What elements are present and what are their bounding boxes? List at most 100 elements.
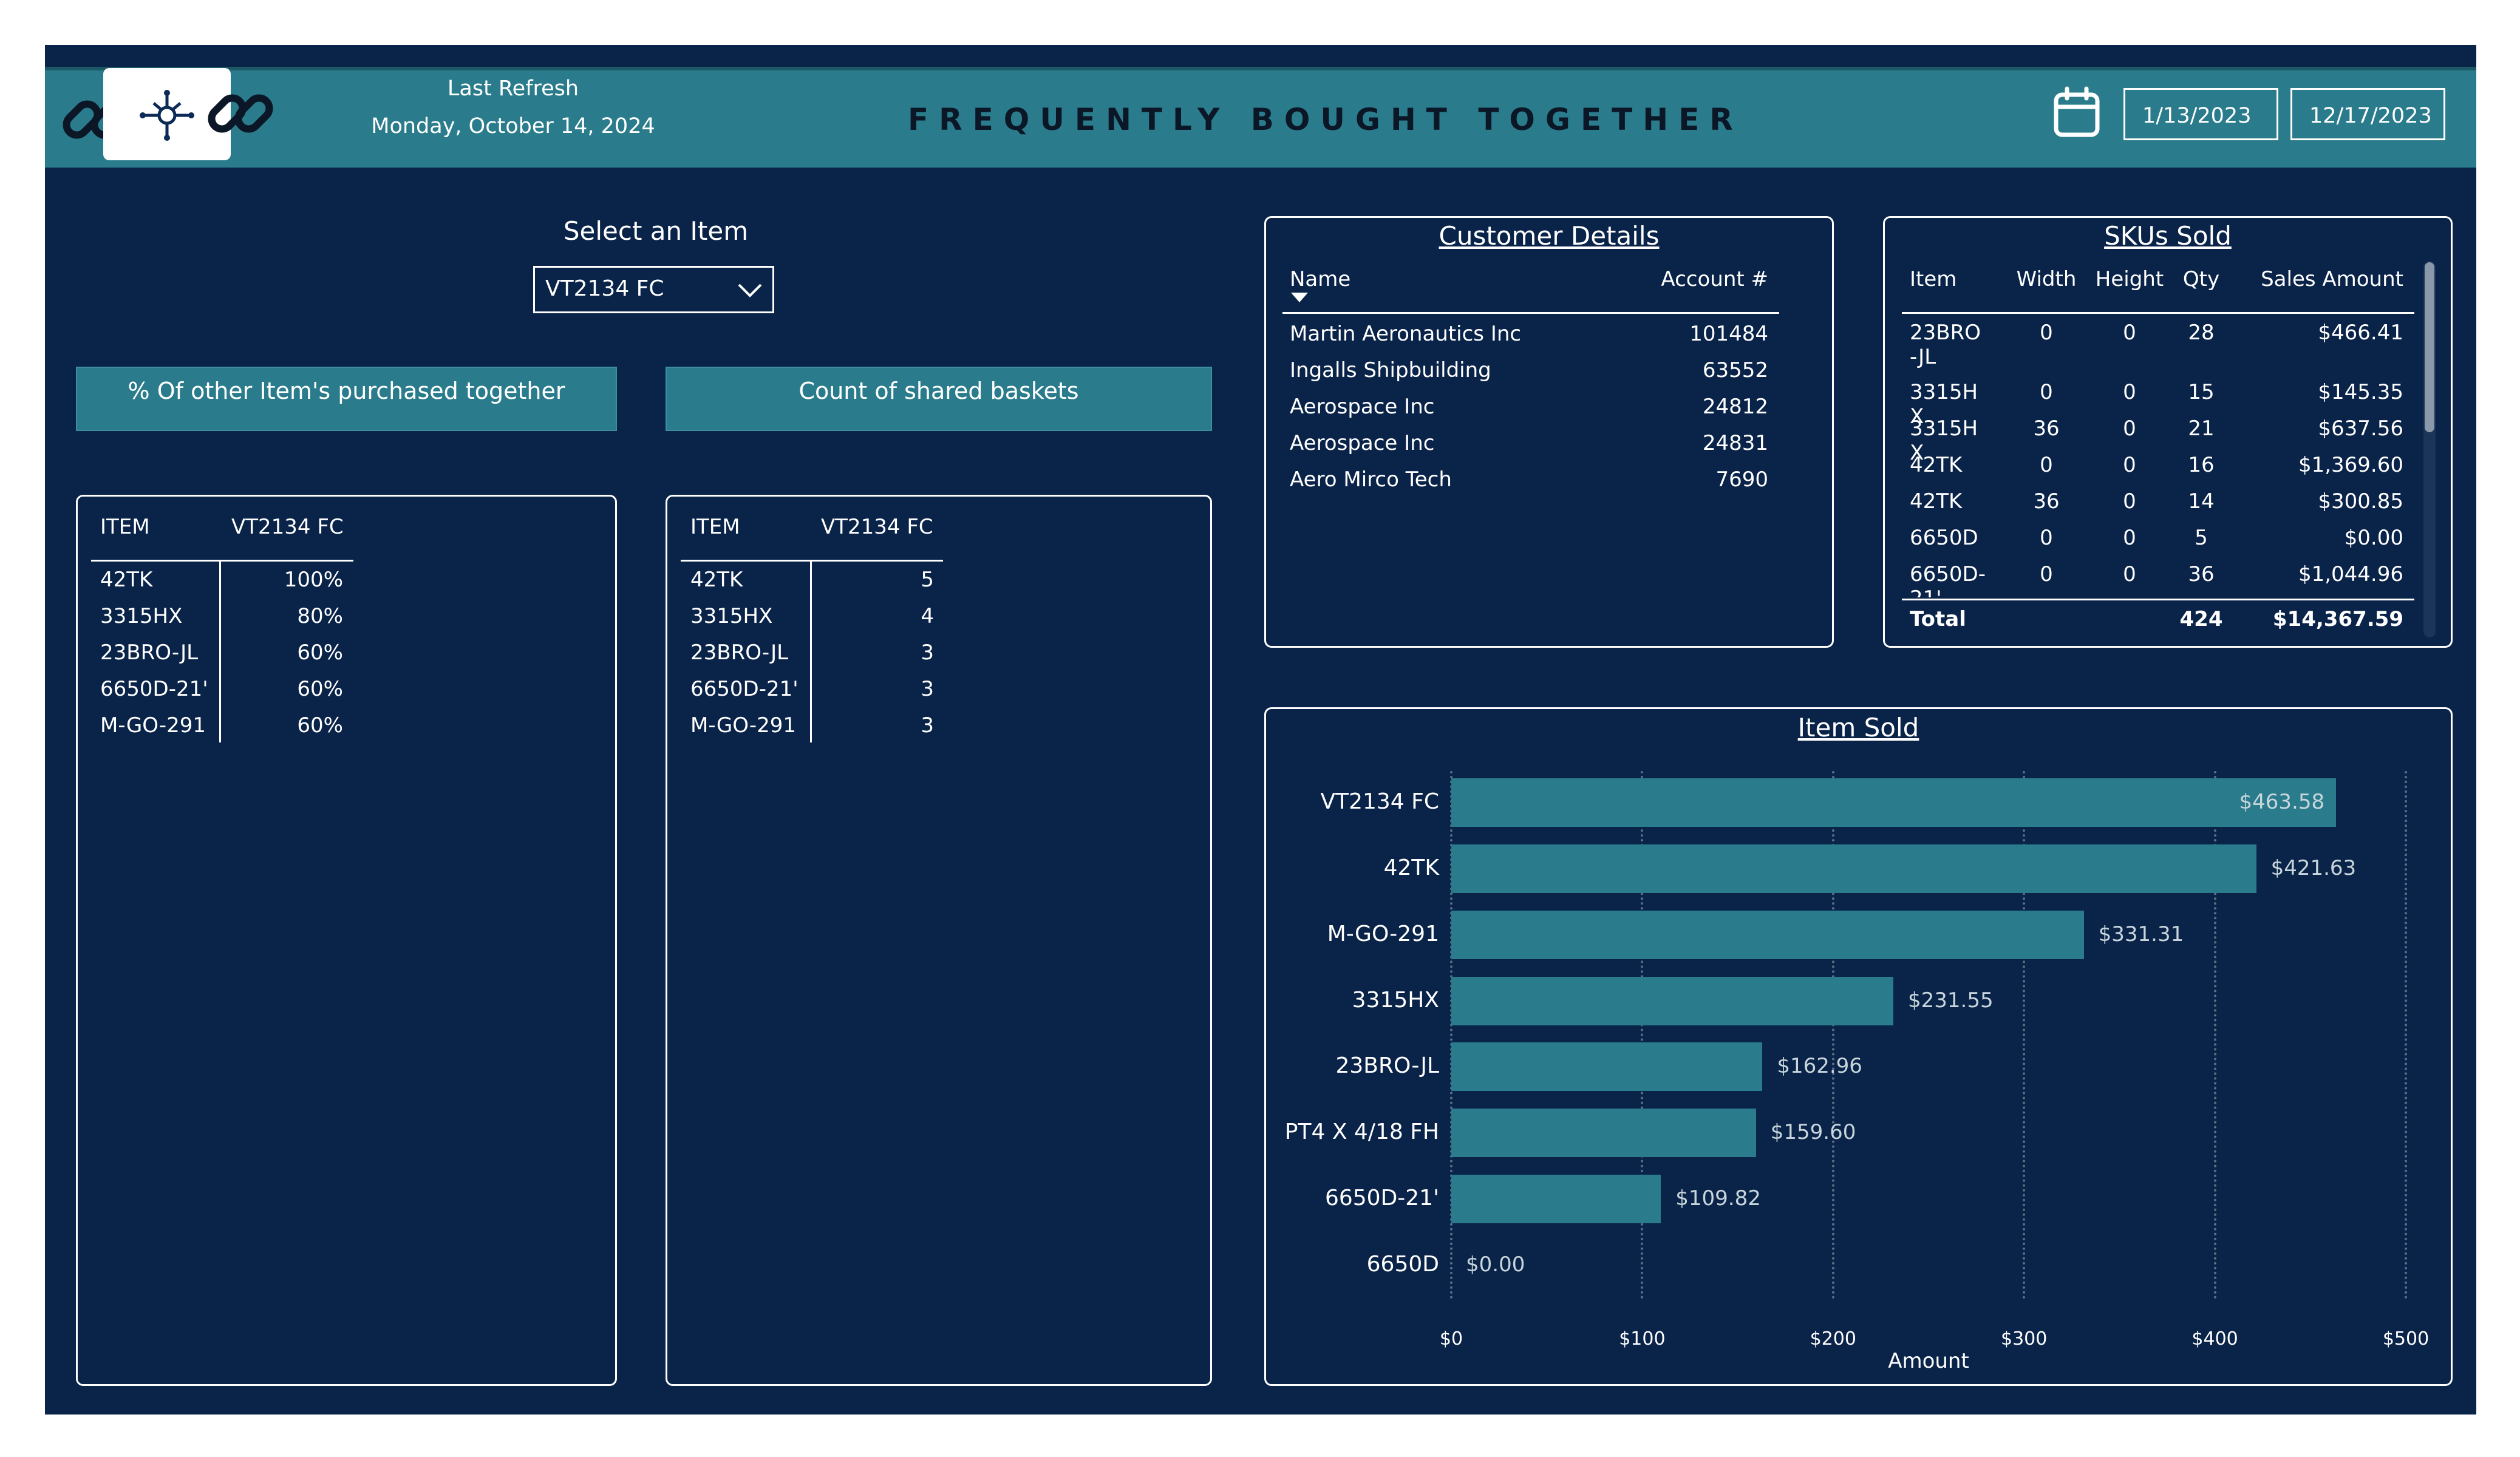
skus-cell: $466.41 [2318, 321, 2403, 345]
skus-total-cell: $14,367.59 [2272, 607, 2403, 631]
item-sold-panel [1264, 707, 2453, 1386]
skus-cell: 36 [2033, 416, 2060, 441]
gridline [2213, 771, 2216, 1299]
skus-cell: 42TK [1910, 489, 1963, 514]
table-cell-value: 3 [921, 713, 934, 738]
skus-cell: 36 [2188, 562, 2215, 586]
skus-cell: 3315HX [1910, 380, 1978, 429]
bar[interactable] [1451, 1109, 1756, 1158]
y-category-label: 42TK [1383, 855, 1439, 881]
skus-cell: 0 [2123, 489, 2136, 514]
skus-cell: 23BRO-JL [1910, 321, 1981, 369]
skus-table-scroll-area[interactable]: 23BRO-JL 0 0 28 $466.41 3315HX 0 0 15 $145.35 3315… [1902, 317, 2414, 597]
table-cell-value: 80% [297, 604, 343, 628]
skus-cell: $300.85 [2318, 489, 2403, 514]
gridline [1641, 771, 1644, 1299]
bar-value-label: $421.63 [2270, 856, 2357, 881]
customer-account-cell: 24831 [1702, 431, 1768, 455]
table-cell-value: 3 [921, 640, 934, 665]
customer-details-panel [1264, 216, 1834, 648]
table-cell-value: 60% [297, 640, 343, 665]
gridline [2405, 771, 2407, 1299]
item-dropdown[interactable]: VT2134 FC [533, 266, 774, 313]
table-cell-value: 60% [297, 713, 343, 738]
table-cell-item: 23BRO-JL [690, 640, 789, 665]
sort-descending-icon[interactable] [1291, 293, 1308, 302]
bar-value-label: $159.60 [1770, 1120, 1856, 1145]
start-date-input[interactable]: 1/13/2023 [2123, 88, 2278, 140]
bar[interactable] [1451, 910, 2084, 959]
last-refresh-label: Last Refresh [447, 76, 579, 101]
table-cell-value: 4 [921, 604, 934, 628]
skus-cell: $1,044.96 [2298, 562, 2403, 586]
skus-cell: $0.00 [2344, 526, 2403, 550]
bar[interactable] [1451, 976, 1893, 1025]
pct-purchased-together-button[interactable]: % Of other Item's purchased together [76, 367, 617, 431]
skus-cell: 0 [2123, 321, 2136, 345]
pct-table-divider [91, 560, 353, 562]
bar[interactable] [1451, 1174, 1661, 1223]
bar-value-label: $109.82 [1675, 1186, 1761, 1211]
table-cell-item: 6650D-21' [690, 677, 799, 701]
dropdown-selected-value: VT2134 FC [545, 276, 664, 301]
skus-cell: 16 [2188, 453, 2215, 477]
bar-value-label: $162.96 [1777, 1054, 1862, 1079]
skus-cell: 15 [2188, 380, 2215, 404]
item-sold-title: Item Sold [1797, 713, 1919, 742]
customer-header-name[interactable]: Name [1290, 267, 1351, 291]
customer-name-cell: Aero Mirco Tech [1290, 467, 1452, 492]
skus-total-cell: Total [1910, 607, 1966, 631]
y-category-label: M-GO-291 [1327, 921, 1439, 946]
x-tick-label: $100 [1619, 1328, 1666, 1350]
skus-header-cell: Item [1910, 267, 1957, 291]
x-tick-label: $300 [2001, 1328, 2048, 1350]
y-category-label: 6650D-21' [1324, 1185, 1439, 1211]
skus-cell: 5 [2195, 526, 2208, 550]
count-shared-baskets-button[interactable]: Count of shared baskets [666, 367, 1212, 431]
bar[interactable] [1451, 778, 2337, 827]
bar[interactable] [1451, 1042, 1763, 1092]
customer-account-cell: 7690 [1715, 467, 1768, 492]
table-cell-value: 60% [297, 677, 343, 701]
table-cell-item: M-GO-291 [100, 713, 206, 738]
select-item-label: Select an Item [563, 216, 749, 246]
table-cell-item: 42TK [100, 568, 153, 592]
customer-account-cell: 63552 [1702, 358, 1768, 382]
skus-cell: 0 [2040, 453, 2053, 477]
count-table-column-divider [810, 562, 812, 742]
pct-table-panel [76, 495, 617, 1386]
calendar-icon[interactable] [2052, 85, 2101, 140]
link-icon [203, 74, 276, 153]
table-cell-value: 100% [284, 568, 343, 592]
skus-cell: 42TK [1910, 453, 1963, 477]
skus-cell: 3315HX [1910, 416, 1978, 465]
x-tick-label: $400 [2191, 1328, 2238, 1350]
customer-name-cell: Aerospace Inc [1290, 431, 1435, 455]
skus-header-cell[interactable]: Sales Amount [2261, 267, 2403, 291]
table-cell-item: 42TK [690, 568, 743, 592]
customer-name-cell: Aerospace Inc [1290, 395, 1435, 419]
bar-value-label: $231.55 [1907, 988, 1994, 1013]
bar[interactable] [1451, 844, 2256, 894]
skus-total-divider [1902, 599, 2414, 600]
gridline [1831, 771, 1834, 1299]
x-axis-label: Amount [1888, 1349, 1969, 1373]
gridline [1450, 771, 1452, 1299]
customer-account-cell: 24812 [1702, 395, 1768, 419]
skus-cell: 0 [2123, 526, 2136, 550]
dashboard-canvas [45, 45, 2476, 1415]
customer-name-cell: Ingalls Shipbuilding [1290, 358, 1491, 382]
y-category-label: 6650D [1366, 1251, 1439, 1277]
skus-cell: 28 [2188, 321, 2215, 345]
table-cell-item: 6650D-21' [100, 677, 208, 701]
end-date-input[interactable]: 12/17/2023 [2290, 88, 2445, 140]
skus-cell: 36 [2033, 489, 2060, 514]
pct-table-header-value: VT2134 FC [231, 515, 344, 539]
skus-header-divider [1902, 312, 2414, 314]
skus-scrollbar-thumb[interactable] [2425, 262, 2434, 432]
skus-total-cell: 424 [2179, 607, 2223, 631]
skus-cell: 6650D [1910, 526, 1978, 550]
y-category-label: VT2134 FC [1320, 789, 1439, 815]
customer-details-title: Customer Details [1439, 221, 1660, 251]
y-category-label: 3315HX [1352, 987, 1439, 1013]
